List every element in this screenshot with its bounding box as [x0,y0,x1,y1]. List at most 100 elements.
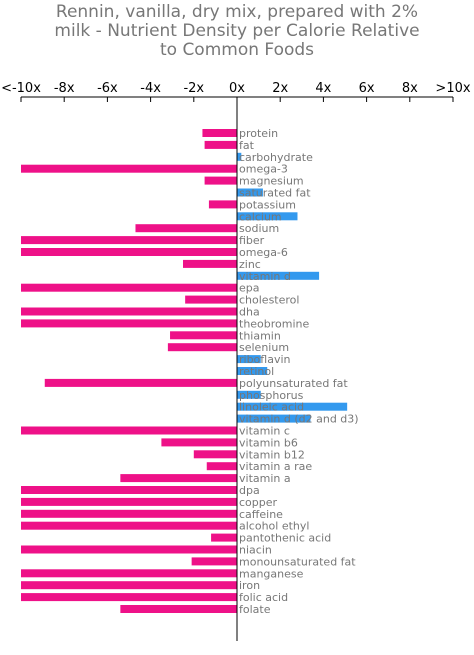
x-tick-label: >10x [435,81,470,96]
bar-label: protein [239,127,278,140]
bar-protein [202,129,237,137]
bar-label: magnesium [239,175,304,188]
bar-monounsaturated-fat [191,557,237,566]
bar-label: linoleic acid [239,401,304,414]
bar-label: fiber [239,234,265,247]
bar-label: phosphorus [239,389,304,402]
bars [21,129,348,613]
bar-pantothenic-acid [211,533,237,542]
bar-folate [120,605,237,613]
bar-label: iron [239,579,260,592]
bar-caffeine [21,509,237,518]
chart-title: Rennin, vanilla, dry mix, prepared with … [54,2,419,60]
bar-labels: proteinfatcarbohydrateomega-3magnesiumsa… [239,127,359,616]
bar-label: manganese [239,567,304,580]
bar-zinc [183,259,237,268]
bar-dha [21,307,237,316]
bar-label: niacin [239,544,272,557]
bar-iron [21,581,237,590]
bar-label: calcium [239,210,282,223]
bar-vitamin-d-d2-and-d3- [237,414,311,423]
bar-omega-3 [21,164,237,173]
bar-potassium [208,200,237,209]
x-tick-label: -4x [140,81,161,96]
bar-label: fat [239,139,255,152]
chart-title-line: to Common Foods [160,40,314,60]
x-tick-label: 4x [315,81,331,96]
x-tick-label: 2x [272,81,288,96]
bar-label: vitamin a [239,472,291,485]
bar-label: copper [239,496,278,509]
bar-copper [21,497,237,506]
bar-label: dpa [239,484,260,497]
bar-label: folate [239,603,271,616]
bar-label: vitamin b12 [239,448,305,461]
bar-phosphorus [237,390,261,399]
bar-label: vitamin a rae [239,460,312,473]
bar-alcohol-ethyl [21,521,237,530]
x-axis: <-10x -8x -6x -4x -2x 0x 2x 4x 6x 8x >10x [1,81,471,102]
bar-label: epa [239,282,260,295]
bar-sodium [135,224,237,233]
bar-retinol [237,367,268,375]
bar-carbohydrate [237,152,242,161]
bar-label: alcohol ethyl [239,520,309,533]
bar-label: dha [239,306,260,319]
bar-fiber [21,236,237,245]
bar-cholesterol [185,295,237,304]
bar-theobromine [21,319,237,328]
bar-label: omega-6 [239,246,288,259]
bar-label: retinol [239,365,274,378]
bar-thiamin [170,331,237,340]
bar-riboflavin [237,355,261,364]
bar-label: cholesterol [239,294,299,307]
x-tick-label: 8x [402,81,418,96]
bar-vitamin-b6 [161,438,237,447]
bar-label: caffeine [239,508,283,521]
bar-manganese [21,569,237,578]
bar-vitamin-a-rae [206,462,237,471]
bar-label: vitamin d (d2 and d3) [239,413,359,426]
bar-folic-acid [21,593,237,602]
bar-epa [21,283,237,292]
bar-label: carbohydrate [239,151,313,164]
bar-label: vitamin c [239,425,290,438]
bar-omega-6 [21,248,237,256]
bar-label: saturated fat [239,187,311,200]
bar-label: polyunsaturated fat [239,377,348,390]
bar-niacin [21,545,237,554]
bar-label: thiamin [239,329,281,342]
bar-label: potassium [239,198,296,211]
bar-polyunsaturated-fat [44,378,238,387]
bar-label: omega-3 [239,163,288,176]
bar-saturated-fat [237,188,263,197]
bar-label: monounsaturated fat [239,555,356,568]
bar-label: zinc [239,258,261,271]
bar-fat [204,140,237,149]
bar-dpa [21,486,237,494]
x-tick-label: 6x [359,81,375,96]
bar-vitamin-d [237,271,320,280]
bar-selenium [167,343,237,352]
bar-magnesium [204,176,237,185]
bar-vitamin-a [120,474,237,483]
bar-label: riboflavin [239,353,291,366]
bar-calcium [237,212,298,221]
bar-linoleic-acid [237,402,348,411]
bar-vitamin-b12 [193,450,237,459]
bar-label: folic acid [239,591,288,604]
bar-label: sodium [239,222,279,235]
bar-label: pantothenic acid [239,532,331,545]
x-tick-label: <-10x [1,81,41,96]
x-tick-label: -8x [54,81,75,96]
bar-label: selenium [239,341,289,354]
bar-vitamin-c [21,426,237,435]
bar-label: theobromine [239,317,310,330]
x-tick-label: 0x [229,81,245,96]
chart-title-line: milk - Nutrient Density per Calorie Rela… [54,21,419,41]
x-tick-label: -6x [97,81,118,96]
bar-label: vitamin d [239,270,291,283]
chart-title-line: Rennin, vanilla, dry mix, prepared with … [56,2,418,22]
bar-label: vitamin b6 [239,436,298,449]
